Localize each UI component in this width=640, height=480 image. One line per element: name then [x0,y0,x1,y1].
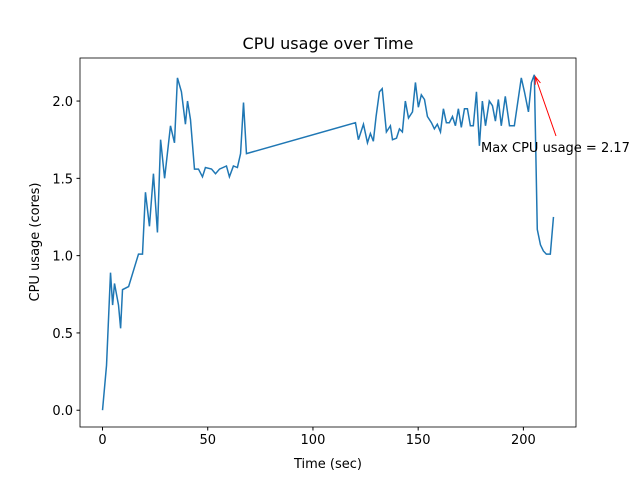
plot-frame [79,57,577,428]
x-tick-label: 200 [511,433,536,448]
chart-title: CPU usage over Time [243,34,414,53]
annotation-text: Max CPU usage = 2.17 [481,141,630,156]
y-tick-label: 0.0 [52,404,73,419]
x-tick-label: 150 [406,433,431,448]
x-tick-label: 100 [301,433,326,448]
x-tick-label: 50 [199,433,216,448]
y-tick-label: 1.5 [52,172,73,187]
x-tick-label: 0 [98,433,106,448]
y-axis-label: CPU usage (cores) [28,183,43,302]
y-tick-label: 0.5 [52,327,73,342]
data-line [101,74,555,411]
y-tick-label: 1.0 [52,250,73,265]
y-tick-label: 2.0 [52,95,73,110]
annotation-arrowhead [534,75,541,85]
annotation-arrow [534,76,557,137]
x-axis-label: Time (sec) [293,457,362,472]
